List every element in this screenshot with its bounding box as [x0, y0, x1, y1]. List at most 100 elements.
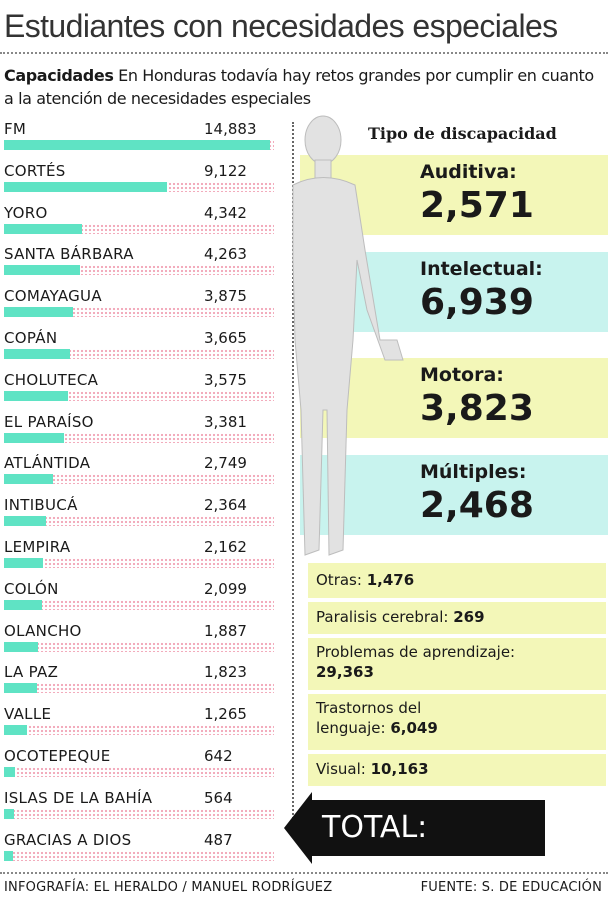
department-bar-chart: FM 14,883 CORTÉS 9,122 YORO 4,342 SANTA BÁRBAR…	[0, 118, 280, 870]
bar	[4, 265, 81, 276]
bar-track	[4, 557, 274, 568]
type-label: Intelectual:	[420, 258, 543, 280]
bar-value-label: 9,122	[204, 161, 247, 180]
bar	[4, 850, 13, 861]
bar-value-label: 3,875	[204, 287, 247, 306]
bar	[4, 808, 15, 819]
bar	[4, 599, 42, 610]
type-value: 3,823	[420, 388, 534, 429]
bar-track	[4, 850, 274, 861]
bar	[4, 641, 38, 652]
type-otras: Otras: 1,476	[308, 563, 606, 598]
bar-value-label: 2,364	[204, 496, 247, 515]
bar	[4, 683, 37, 694]
bar-track	[4, 265, 274, 276]
bar-track	[4, 348, 274, 359]
bar-track	[4, 599, 274, 610]
type-label: Problemas de aprendizaje:	[316, 643, 516, 661]
type-value: 10,163	[370, 760, 429, 778]
bar-row: LA PAZ 1,823	[0, 661, 280, 703]
type-value: 1,476	[366, 571, 415, 589]
bar-value-label: 1,887	[204, 621, 247, 640]
bar-row: SANTA BÁRBARA 4,263	[0, 243, 280, 285]
bar-row: CHOLUTECA 3,575	[0, 369, 280, 411]
bar-value-label: 3,665	[204, 328, 247, 347]
bar-category-label: ATLÁNTIDA	[4, 454, 91, 473]
bar-value-label: 4,263	[204, 245, 247, 264]
bar-track	[4, 307, 274, 318]
type-value: 2,468	[420, 485, 534, 526]
type-label: Visual:	[316, 760, 366, 778]
bar-value-label: 4,342	[204, 203, 247, 222]
bar-track	[4, 766, 274, 777]
bar-row: EL PARAÍSO 3,381	[0, 411, 280, 453]
bar	[4, 348, 70, 359]
bar-category-label: CORTÉS	[4, 161, 66, 180]
bar-category-label: LA PAZ	[4, 663, 59, 682]
type-auditiva: Auditiva: 2,571	[300, 155, 608, 235]
bar-row: ATLÁNTIDA 2,749	[0, 452, 280, 494]
bar-category-label: SANTA BÁRBARA	[4, 245, 134, 264]
bar-value-label: 14,883	[204, 120, 257, 138]
human-figure-illustration	[292, 115, 404, 556]
bar-category-label: INTIBUCÁ	[4, 496, 78, 515]
bar-value-label: 1,823	[204, 663, 247, 682]
bar-track	[4, 683, 274, 694]
subtitle-bold: Capacidades	[4, 66, 114, 85]
bar-category-label: COMAYAGUA	[4, 287, 102, 306]
bar	[4, 223, 82, 234]
arrow-left-icon	[284, 792, 312, 864]
bar-row: GRACIAS A DIOS 487	[0, 829, 280, 871]
bar-category-label: COLÓN	[4, 579, 59, 598]
divider	[0, 872, 608, 874]
type-motora: Motora: 3,823	[300, 358, 608, 438]
bar-track	[4, 390, 274, 401]
bar-category-label: LEMPIRA	[4, 537, 71, 556]
bar	[4, 766, 16, 777]
bar-value-label: 3,575	[204, 370, 247, 389]
bar-track	[4, 516, 274, 527]
bar-category-label: EL PARAÍSO	[4, 412, 94, 431]
bar-category-label: VALLE	[4, 705, 52, 724]
total-box: TOTAL: 63,148	[310, 800, 545, 901]
bar-value-label: 642	[204, 746, 233, 765]
bar	[4, 140, 270, 150]
divider	[0, 52, 608, 54]
type-label: Trastornos del lenguaje:	[316, 699, 422, 737]
bar-row: CORTÉS 9,122	[0, 160, 280, 202]
subtitle-text: En Honduras todavía hay retos grandes po…	[4, 66, 594, 108]
bar-row: VALLE 1,265	[0, 703, 280, 745]
bar-category-label: OCOTEPEQUE	[4, 746, 111, 765]
bar-category-label: OLANCHO	[4, 621, 82, 640]
bar-value-label: 487	[204, 830, 233, 849]
type-value: 6,049	[390, 719, 438, 737]
type-label: Auditiva:	[420, 161, 517, 183]
bar-category-label: ISLAS DE LA BAHÍA	[4, 788, 153, 807]
total-value: 63,148	[322, 866, 438, 901]
type-label: Paralisis cerebral:	[316, 608, 449, 626]
bar-row: COMAYAGUA 3,875	[0, 285, 280, 327]
type-lenguaje: Trastornos del lenguaje: 6,049	[308, 694, 606, 750]
bar-category-label: YORO	[4, 203, 48, 222]
bar-category-label: FM	[4, 120, 27, 138]
bar-row: LEMPIRA 2,162	[0, 536, 280, 578]
type-multiples: Múltiples: 2,468	[300, 455, 608, 535]
bar-row: INTIBUCÁ 2,364	[0, 494, 280, 536]
type-paralisis: Paralisis cerebral: 269	[308, 602, 606, 634]
type-value: 29,363	[316, 663, 374, 681]
bar	[4, 181, 168, 192]
bar	[4, 474, 54, 485]
type-value: 6,939	[420, 282, 534, 323]
bar-row: OCOTEPEQUE 642	[0, 745, 280, 787]
bar-row: YORO 4,342	[0, 202, 280, 244]
type-value: 269	[453, 608, 485, 626]
source: FUENTE: S. DE EDUCACIÓN	[420, 880, 602, 895]
bar-value-label: 3,381	[204, 412, 247, 431]
bar-row: OLANCHO 1,887	[0, 620, 280, 662]
credit: INFOGRAFÍA: EL HERALDO / MANUEL RODRÍGUE…	[4, 880, 333, 895]
bar-row: COLÓN 2,099	[0, 578, 280, 620]
bar-value-label: 2,749	[204, 454, 247, 473]
subtitle: Capacidades En Honduras todavía hay reto…	[4, 64, 604, 110]
bar-value-label: 564	[204, 788, 233, 807]
type-label: Motora:	[420, 364, 504, 386]
